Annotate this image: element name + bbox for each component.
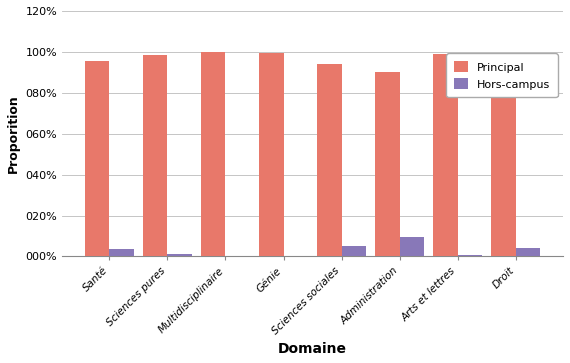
Bar xyxy=(458,255,482,257)
Bar xyxy=(168,254,192,257)
Bar xyxy=(143,55,168,257)
X-axis label: Domaine: Domaine xyxy=(278,342,347,356)
Bar xyxy=(433,54,458,257)
Bar xyxy=(109,249,134,257)
Bar xyxy=(283,256,308,257)
Y-axis label: Proporition: Proporition xyxy=(7,94,20,173)
Bar xyxy=(201,52,226,257)
Bar xyxy=(259,53,283,257)
Bar xyxy=(317,64,341,257)
Bar xyxy=(516,248,540,257)
Bar xyxy=(491,61,516,257)
Bar xyxy=(375,72,400,257)
Legend: Principal, Hors-campus: Principal, Hors-campus xyxy=(446,53,557,97)
Bar xyxy=(400,237,424,257)
Bar xyxy=(85,61,109,257)
Bar xyxy=(341,246,366,257)
